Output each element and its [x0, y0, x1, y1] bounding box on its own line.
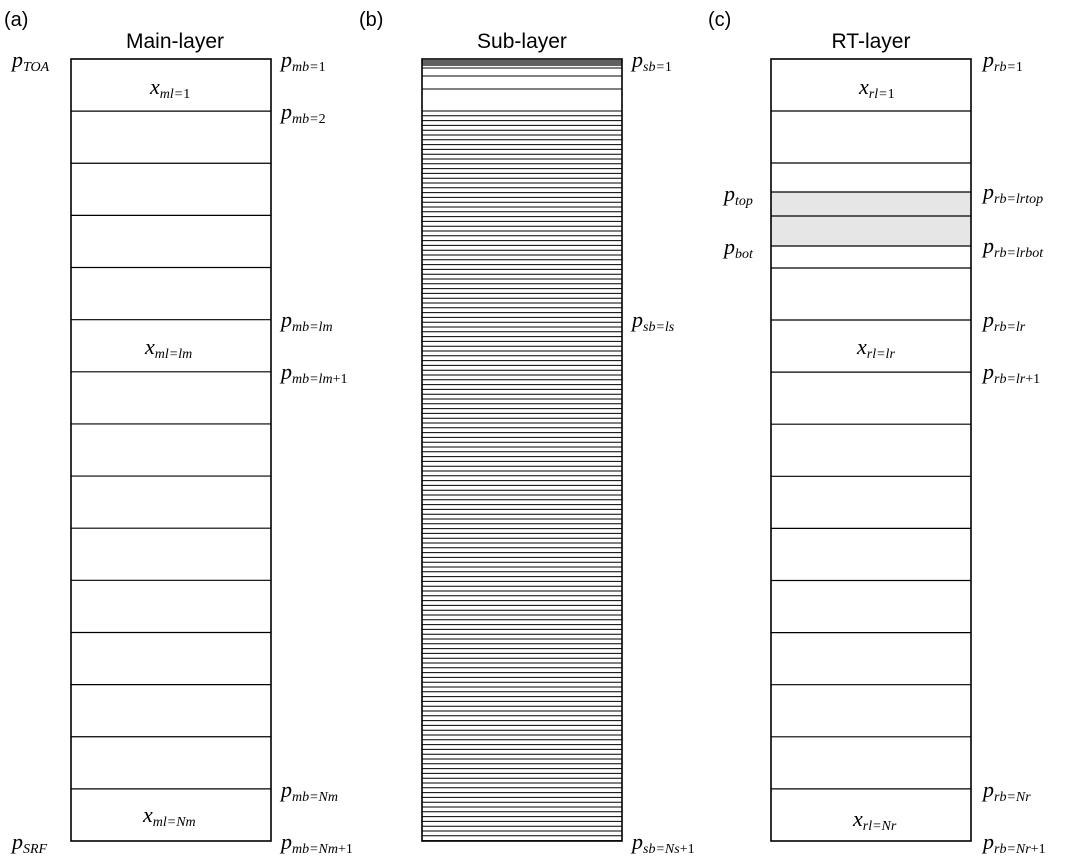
p-rb-lrbot-label: prb=lrbot: [981, 233, 1044, 261]
p-top-label: ptop: [722, 181, 753, 209]
p-sb-ls-label: psb=ls: [630, 307, 675, 335]
p-mb-lm-plus-1-label: pmb=lm+1: [279, 359, 347, 387]
p-sb-1-label: psb=1: [630, 47, 672, 75]
p-toa-label: pTOA: [10, 47, 50, 75]
p-rb-1-label: prb=1: [981, 47, 1023, 75]
rt-layer-grid: [771, 110, 971, 790]
panel-a-tag: (a): [4, 9, 28, 31]
x-rl-nr-label: xrl=Nr: [852, 806, 897, 834]
sub-layer-panel: (b) Sub-layer psb=1 psb=ls psb=Ns+1: [359, 9, 695, 857]
p-rb-lr-label: prb=lr: [981, 307, 1026, 335]
p-sb-ns-plus-1-label: psb=Ns+1: [630, 829, 695, 857]
main-layer-column: [70, 58, 272, 842]
main-layer-title: Main-layer: [126, 30, 224, 53]
main-layer-grid: [71, 110, 271, 790]
p-mb-nm-plus-1-label: pmb=Nm+1: [279, 829, 353, 857]
p-mb-2-label: pmb=2: [279, 99, 326, 127]
x-ml-lm-label: xml=lm: [144, 334, 192, 362]
p-mb-nm-label: pmb=Nm: [279, 777, 338, 805]
panel-b-tag: (b): [359, 9, 383, 31]
p-bot-label: pbot: [722, 234, 754, 262]
x-rl-1-label: xrl=1: [858, 74, 895, 102]
rt-layer-panel: (c) RT-layer ptop pbot prb=1 prb=lrtop p…: [708, 9, 1046, 857]
rt-layer-title: RT-layer: [832, 30, 911, 53]
rt-shaded-region: [771, 192, 971, 246]
x-ml-nm-label: xml=Nm: [142, 802, 196, 830]
rt-layer-column: [770, 58, 972, 842]
sub-layer-column: [421, 58, 623, 842]
x-ml-1-label: xml=1: [149, 74, 190, 102]
sub-layer-grid: [422, 60, 622, 842]
p-rb-lr-plus-1-label: prb=lr+1: [981, 359, 1040, 387]
p-mb-lm-label: pmb=lm: [279, 307, 333, 335]
p-rb-nr-label: prb=Nr: [981, 777, 1031, 805]
p-rb-lrtop-label: prb=lrtop: [981, 179, 1043, 207]
p-mb-1-label: pmb=1: [279, 47, 326, 75]
p-rb-nr-plus-1-label: prb=Nr+1: [981, 829, 1046, 857]
panel-c-tag: (c): [708, 9, 731, 31]
x-rl-lr-label: xrl=lr: [856, 334, 895, 362]
sub-layer-title: Sub-layer: [477, 30, 567, 53]
p-srf-label: pSRF: [10, 829, 48, 857]
main-layer-panel: (a) Main-layer pTOA pSRF pmb=1 pmb=2 pmb…: [4, 9, 353, 857]
